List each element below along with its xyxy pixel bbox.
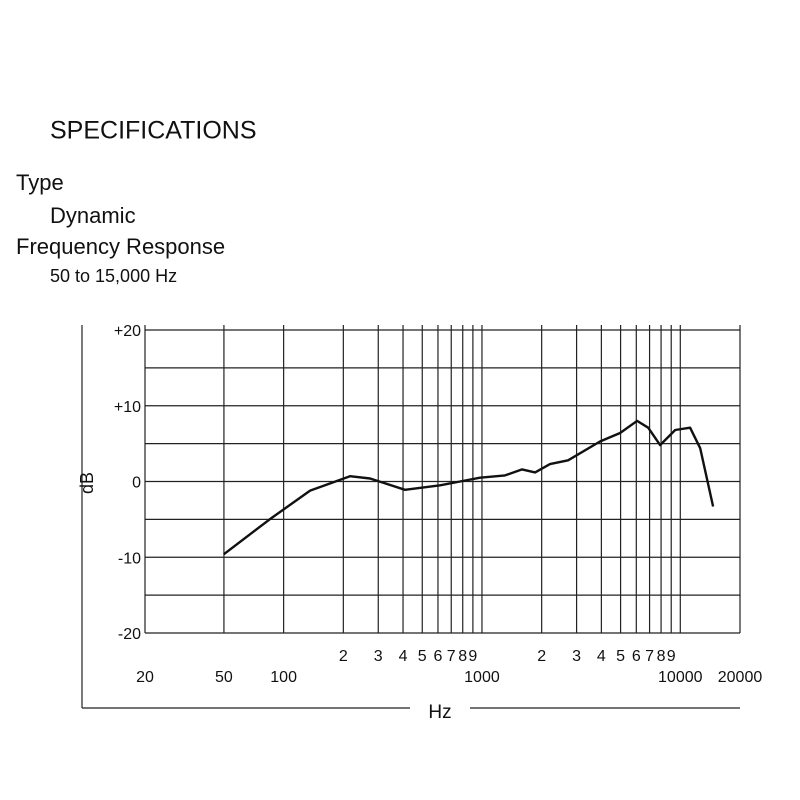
x-tick-label: 4 — [399, 648, 408, 665]
x-tick-label: 100 — [270, 669, 297, 686]
x-tick-label: 2 — [339, 648, 348, 665]
spec-label: Type — [16, 170, 64, 195]
x-tick-label: 3 — [572, 648, 581, 665]
x-tick-label: 1000 — [464, 669, 500, 686]
x-tick-label: 8 — [657, 648, 666, 665]
x-tick-label: 6 — [632, 648, 641, 665]
x-tick-label: 7 — [645, 648, 654, 665]
x-tick-label: 2 — [537, 648, 546, 665]
section-title: SPECIFICATIONS — [50, 117, 257, 145]
spec-label: Frequency Response — [16, 234, 225, 259]
response-curve — [223, 419, 715, 556]
x-axis-label: Hz — [428, 702, 451, 723]
x-tick-label: 4 — [597, 648, 606, 665]
y-tick-label: -20 — [118, 626, 141, 643]
x-tick-label: 20 — [136, 669, 154, 686]
y-tick-label: +10 — [114, 399, 141, 416]
x-tick-label: 7 — [447, 648, 456, 665]
y-axis-label: dB — [77, 472, 97, 494]
x-tick-label: 6 — [434, 648, 443, 665]
x-tick-label: 5 — [616, 648, 625, 665]
spec-value: Dynamic — [50, 203, 136, 228]
x-tick-label: 20000 — [718, 669, 763, 686]
x-tick-label: 9 — [468, 648, 477, 665]
x-tick-label: 5 — [418, 648, 427, 665]
x-tick-label: 3 — [374, 648, 383, 665]
x-tick-label: 50 — [215, 669, 233, 686]
x-tick-label: 10000 — [658, 669, 703, 686]
x-tick-label: 8 — [458, 648, 467, 665]
y-tick-label: -10 — [118, 550, 141, 567]
y-tick-label: +20 — [114, 323, 141, 340]
x-tick-label: 9 — [667, 648, 676, 665]
spec-value: 50 to 15,000 Hz — [50, 266, 177, 286]
y-tick-label: 0 — [132, 475, 141, 492]
